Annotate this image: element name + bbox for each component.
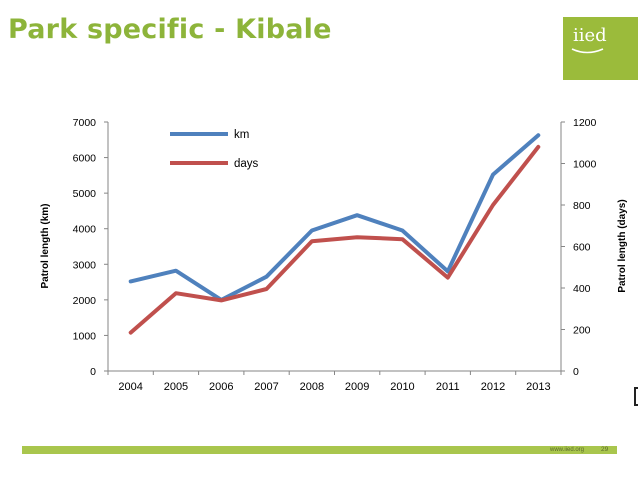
logo-text: iied <box>573 25 607 46</box>
series-line-km <box>128 133 541 302</box>
right-axis-ticks: 0 200 400 600 800 1000 1200 <box>561 117 597 378</box>
x-tick-label: 2005 <box>164 381 188 393</box>
iied-logo: iied <box>563 17 638 80</box>
x-tick-label: 2004 <box>118 381 142 393</box>
x-tick-label: 2013 <box>526 381 550 393</box>
right-tick-label: 600 <box>573 242 591 254</box>
right-tick-label: 800 <box>573 200 591 212</box>
logo-swoosh-icon <box>571 48 604 54</box>
chart-axes <box>107 122 562 372</box>
left-tick-label: 1000 <box>73 330 97 342</box>
right-tick-label: 0 <box>573 366 579 378</box>
left-tick-label: 4000 <box>73 224 97 236</box>
left-tick-label: 7000 <box>73 117 97 129</box>
edge-bracket-mark <box>634 387 638 406</box>
left-tick-label: 5000 <box>73 188 97 200</box>
y-axis-label-left: Patrol length (km) <box>40 203 51 288</box>
left-tick-label: 0 <box>90 366 96 378</box>
legend-label-days: days <box>234 158 259 170</box>
x-axis-ticks: 2004 2005 2006 2007 2008 2009 2010 2011 2012 2013 <box>107 371 562 393</box>
right-tick-label: 1000 <box>573 159 597 171</box>
left-tick-label: 6000 <box>73 153 97 165</box>
right-tick-label: 1200 <box>573 117 597 129</box>
series-line-days <box>128 144 541 335</box>
x-tick-label: 2012 <box>481 381 505 393</box>
footer-url: www.iied.org <box>550 447 585 453</box>
left-axis-ticks: 0 1000 2000 3000 4000 5000 6000 7000 <box>73 117 108 378</box>
footer-bar <box>22 446 617 454</box>
right-tick-label: 200 <box>573 325 591 337</box>
x-tick-label: 2009 <box>345 381 369 393</box>
series-lines <box>128 133 541 335</box>
right-tick-label: 400 <box>573 283 591 295</box>
legend-label-km: km <box>234 129 249 141</box>
patrol-length-chart: 0 1000 2000 3000 4000 5000 6000 7000 0 200 400 600… <box>40 117 628 393</box>
left-tick-label: 3000 <box>73 259 97 271</box>
slide-title: Park specific - Kibale <box>8 14 332 45</box>
left-tick-label: 2000 <box>73 295 97 307</box>
x-tick-label: 2008 <box>300 381 324 393</box>
chart-legend: km days <box>170 129 259 170</box>
x-tick-label: 2007 <box>254 381 278 393</box>
page-number: 29 <box>601 446 609 453</box>
x-tick-label: 2011 <box>436 381 460 393</box>
x-tick-label: 2010 <box>390 381 414 393</box>
y-axis-label-right: Patrol length (days) <box>617 199 628 292</box>
x-tick-label: 2006 <box>209 381 233 393</box>
